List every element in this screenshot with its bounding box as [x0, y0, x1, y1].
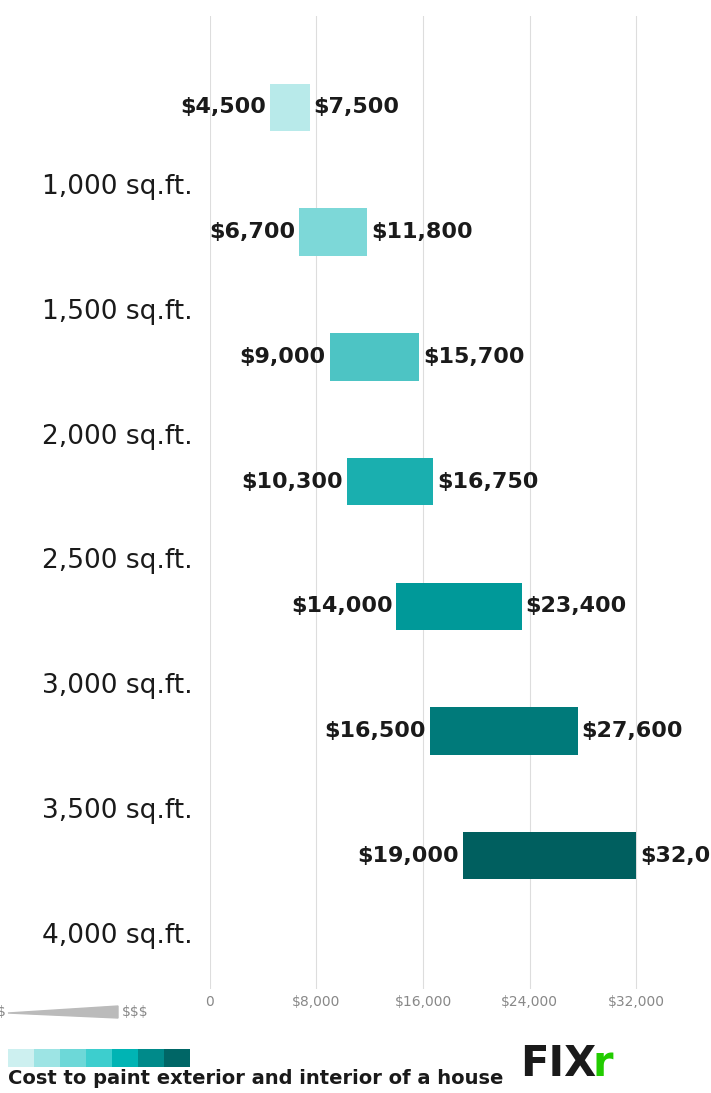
Text: $16,750: $16,750 — [437, 471, 538, 492]
Text: $16,500: $16,500 — [324, 721, 426, 741]
Text: $: $ — [0, 1004, 6, 1019]
Text: $6,700: $6,700 — [209, 222, 295, 243]
Text: 4,000 sq.ft.: 4,000 sq.ft. — [43, 922, 193, 949]
Text: r: r — [592, 1043, 612, 1084]
Text: $10,300: $10,300 — [242, 471, 343, 492]
Bar — [112, 1049, 138, 1067]
Bar — [463, 832, 636, 880]
Text: $15,700: $15,700 — [423, 346, 525, 367]
Text: $23,400: $23,400 — [525, 597, 627, 616]
Text: $11,800: $11,800 — [371, 222, 473, 243]
Polygon shape — [8, 1006, 118, 1018]
Text: $4,500: $4,500 — [180, 97, 266, 117]
Text: $7,500: $7,500 — [314, 97, 400, 117]
Text: $19,000: $19,000 — [358, 846, 459, 866]
Bar — [86, 1049, 112, 1067]
Bar — [34, 1049, 60, 1067]
Text: 2,000 sq.ft.: 2,000 sq.ft. — [43, 424, 193, 449]
Text: 1,500 sq.ft.: 1,500 sq.ft. — [43, 299, 193, 325]
Bar — [269, 84, 310, 131]
Text: FIX: FIX — [520, 1043, 597, 1084]
Text: 2,500 sq.ft.: 2,500 sq.ft. — [43, 549, 193, 575]
Bar — [60, 1049, 86, 1067]
Bar — [299, 209, 367, 256]
Bar — [396, 583, 522, 630]
Text: 3,500 sq.ft.: 3,500 sq.ft. — [43, 798, 193, 824]
Text: 1,000 sq.ft.: 1,000 sq.ft. — [43, 174, 193, 200]
Bar — [164, 1049, 190, 1067]
Bar — [8, 1049, 34, 1067]
Text: Cost to paint exterior and interior of a house: Cost to paint exterior and interior of a… — [8, 1069, 503, 1088]
Bar — [429, 707, 577, 754]
Text: $9,000: $9,000 — [240, 346, 326, 367]
Text: $$$: $$$ — [122, 1004, 149, 1019]
Text: $27,600: $27,600 — [582, 721, 683, 741]
Bar — [138, 1049, 164, 1067]
Text: $32,000: $32,000 — [641, 846, 711, 866]
Bar — [347, 458, 433, 505]
Text: 3,000 sq.ft.: 3,000 sq.ft. — [43, 673, 193, 700]
Bar — [330, 333, 419, 380]
Text: $14,000: $14,000 — [291, 597, 392, 616]
